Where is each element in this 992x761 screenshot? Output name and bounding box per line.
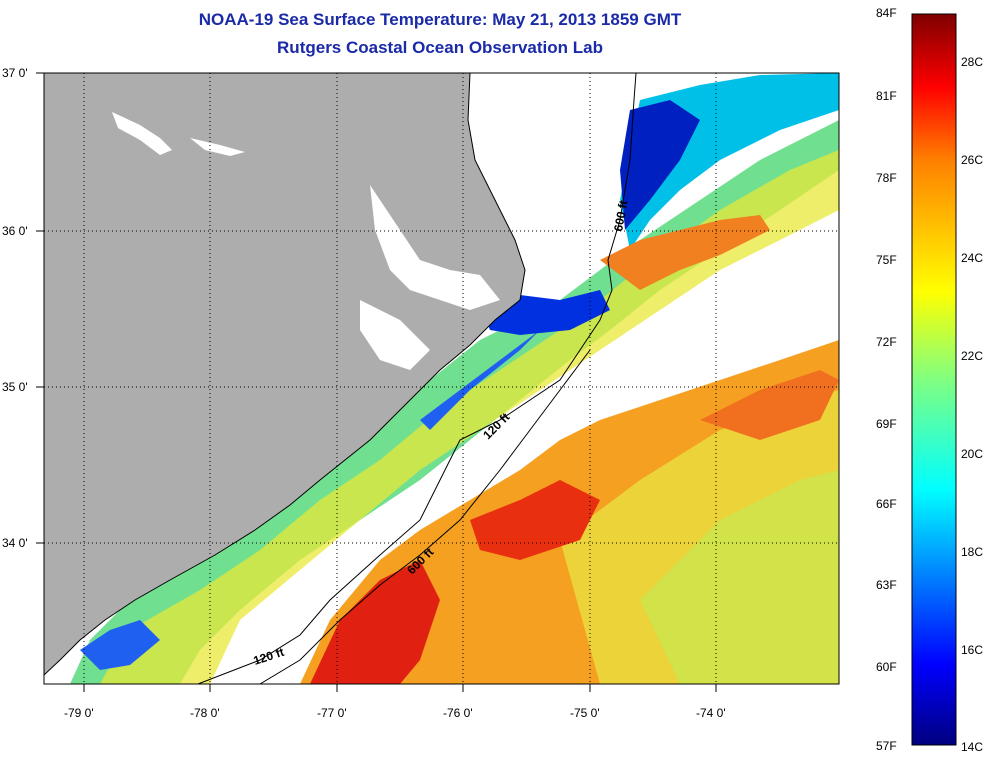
inland-water [112,112,172,155]
colorbar-c-label: 18C [961,545,984,559]
colorbar-f-label: 72F [876,335,897,349]
colorbar-f-label: 57F [876,739,897,753]
lat-label: 34 0' [2,536,28,550]
lon-label: -79 0' [64,706,94,720]
colorbar-f-label: 75F [876,253,897,267]
lon-label: -78 0' [190,706,220,720]
colorbar-f-label: 63F [876,578,897,592]
lat-label: 36 0' [2,224,28,238]
lon-label: -77 0' [317,706,347,720]
contour-600ft [259,349,591,684]
colorbar-f-label: 66F [876,497,897,511]
colorbar-f-label: 81F [876,89,897,103]
coastline [44,73,526,676]
sound-water [370,185,500,310]
colorbar-f-label: 84F [876,6,897,20]
colorbar-c-label: 20C [961,447,984,461]
graticule [44,73,839,684]
land-mass [44,73,525,675]
contour-120ft [197,73,637,684]
colorbar-f-label: 60F [876,660,897,674]
colorbar-f-label: 69F [876,417,897,431]
inland-water [190,138,245,156]
map-subtitle: Rutgers Coastal Ocean Observation Lab [277,38,603,57]
lat-label: 37 0' [2,66,28,80]
colorbar-f-label: 78F [876,171,897,185]
colorbar [911,13,957,746]
colorbar-c-label: 28C [961,55,984,69]
lon-label: -74 0' [696,706,726,720]
sst-field [70,73,839,684]
map-frame [43,72,840,685]
map-ticks [36,72,717,692]
lon-label: -76 0' [443,706,473,720]
sound-water [360,300,430,370]
colorbar-c-label: 26C [961,153,984,167]
lon-label: -75 0' [570,706,600,720]
map-title: NOAA-19 Sea Surface Temperature: May 21,… [198,10,682,29]
colorbar-c-label: 16C [961,643,984,657]
colorbar-c-label: 14C [961,740,984,754]
colorbar-c-label: 24C [961,251,984,265]
contour-label: 600 ft [611,199,630,232]
lat-label: 35 0' [2,380,28,394]
colorbar-c-label: 22C [961,349,984,363]
